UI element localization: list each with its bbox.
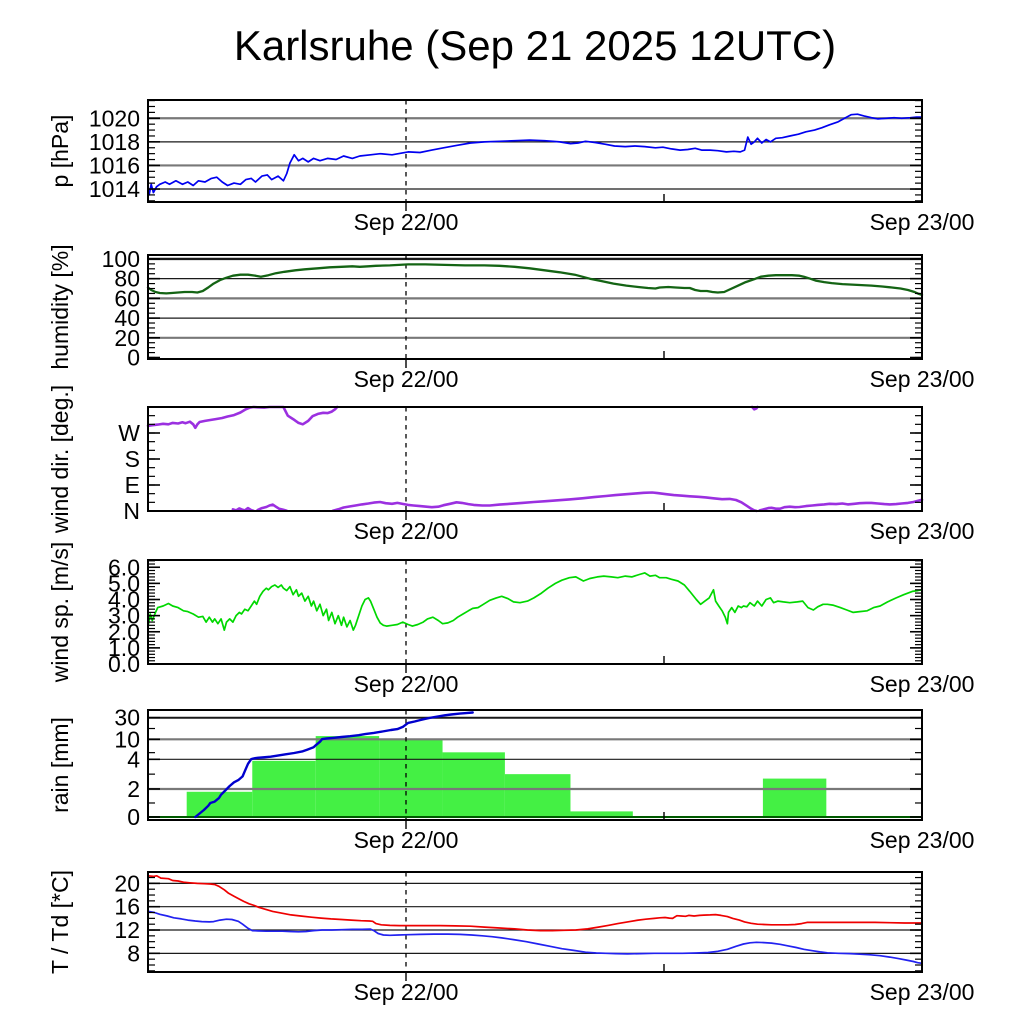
- rain-bar: [379, 739, 443, 817]
- rain-bar: [762, 778, 827, 817]
- chart-title: Karlsruhe (Sep 21 2025 12UTC): [234, 22, 836, 69]
- y-tick-label: 0: [127, 345, 140, 371]
- panel-frame: [147, 99, 923, 203]
- y-tick-label: 80: [114, 266, 140, 292]
- x-tick-label: Sep 22/00: [354, 827, 459, 853]
- x-tick-label: Sep 23/00: [870, 979, 975, 1005]
- y-axis-label: T / Td [*C]: [47, 870, 73, 974]
- x-tick-label: Sep 22/00: [354, 209, 459, 235]
- rain-bar: [570, 811, 633, 817]
- minor-ticks: [149, 258, 921, 359]
- y-tick-label: 10: [114, 726, 140, 752]
- panel-frame: [147, 254, 923, 360]
- wind-direction-line: [331, 491, 758, 513]
- rain-bar: [504, 774, 571, 817]
- y-tick-label: 1016: [89, 152, 140, 178]
- x-tick-label: Sep 22/00: [354, 366, 459, 392]
- minor-ticks: [149, 727, 921, 804]
- humidity-line: [146, 263, 924, 297]
- cumulative-rain-line: [194, 711, 474, 819]
- minor-ticks: [149, 876, 921, 972]
- y-tick-label: 60: [114, 285, 140, 311]
- x-tick-label: Sep 23/00: [870, 209, 975, 235]
- y-tick-label: S: [125, 446, 140, 472]
- x-tick-label: Sep 22/00: [354, 979, 459, 1005]
- y-tick-label: 30: [114, 705, 140, 731]
- y-tick-label: W: [118, 420, 140, 446]
- rain-bar: [315, 736, 380, 817]
- rain-bars: [186, 736, 827, 817]
- y-axis-label: p [hPa]: [47, 115, 73, 188]
- wind-direction-line: [146, 405, 339, 430]
- y-tick-label: 1.0: [108, 635, 140, 661]
- temperature-line: [147, 874, 923, 932]
- wind-direction-line: [256, 503, 289, 513]
- panel-wind_speed: 0.01.02.03.04.05.06.0 wind sp. [m/s] Sep 2…: [47, 542, 974, 697]
- y-tick-label: 0: [127, 804, 140, 830]
- y-tick-label: 20: [114, 325, 140, 351]
- y-tick-label: 0.0: [108, 651, 140, 677]
- minor-ticks: [149, 406, 921, 512]
- panel-frame: [147, 406, 923, 512]
- x-tick-label: Sep 23/00: [870, 518, 975, 544]
- minor-ticks: [149, 99, 921, 202]
- y-tick-label: 1020: [89, 105, 140, 131]
- y-axis-label: humidity [%]: [47, 244, 73, 369]
- wind-speed-line: [147, 572, 923, 631]
- rain-bar: [442, 752, 505, 817]
- x-tick-label: Sep 23/00: [870, 366, 975, 392]
- y-tick-label: 4.0: [108, 587, 140, 613]
- x-tick-label: Sep 22/00: [354, 518, 459, 544]
- y-tick-label: 20: [114, 870, 140, 896]
- y-tick-label: 40: [114, 305, 140, 331]
- y-tick-label: 2.0: [108, 619, 140, 645]
- x-tick-label: Sep 23/00: [870, 827, 975, 853]
- y-tick-label: 12: [114, 917, 140, 943]
- y-tick-label: 2: [127, 776, 140, 802]
- x-tick-label: Sep 23/00: [870, 671, 975, 697]
- minor-ticks: [149, 560, 921, 665]
- pressure-line: [147, 113, 923, 196]
- panel-frame: [147, 559, 923, 665]
- y-axis-label: wind dir. [deg.]: [47, 385, 73, 534]
- y-axis-label: rain [mm]: [47, 717, 73, 813]
- y-tick-label: 4: [127, 746, 140, 772]
- y-tick-label: 5.0: [108, 570, 140, 596]
- y-tick-label: 16: [114, 894, 140, 920]
- panel-frame: [147, 709, 923, 821]
- y-tick-label: E: [125, 472, 140, 498]
- y-tick-label: 3.0: [108, 603, 140, 629]
- y-tick-label: 1014: [89, 176, 140, 202]
- wind-direction-line: [758, 498, 924, 512]
- panel-frame: [147, 871, 923, 973]
- y-tick-label: 100: [102, 246, 140, 272]
- y-tick-label: 1018: [89, 129, 140, 155]
- x-tick-label: Sep 22/00: [354, 671, 459, 697]
- y-tick-label: 8: [127, 940, 140, 966]
- y-axis-label: wind sp. [m/s]: [47, 542, 73, 684]
- y-tick-label: 6.0: [108, 554, 140, 580]
- y-tick-label: N: [123, 498, 140, 524]
- dewpoint-line: [147, 910, 923, 965]
